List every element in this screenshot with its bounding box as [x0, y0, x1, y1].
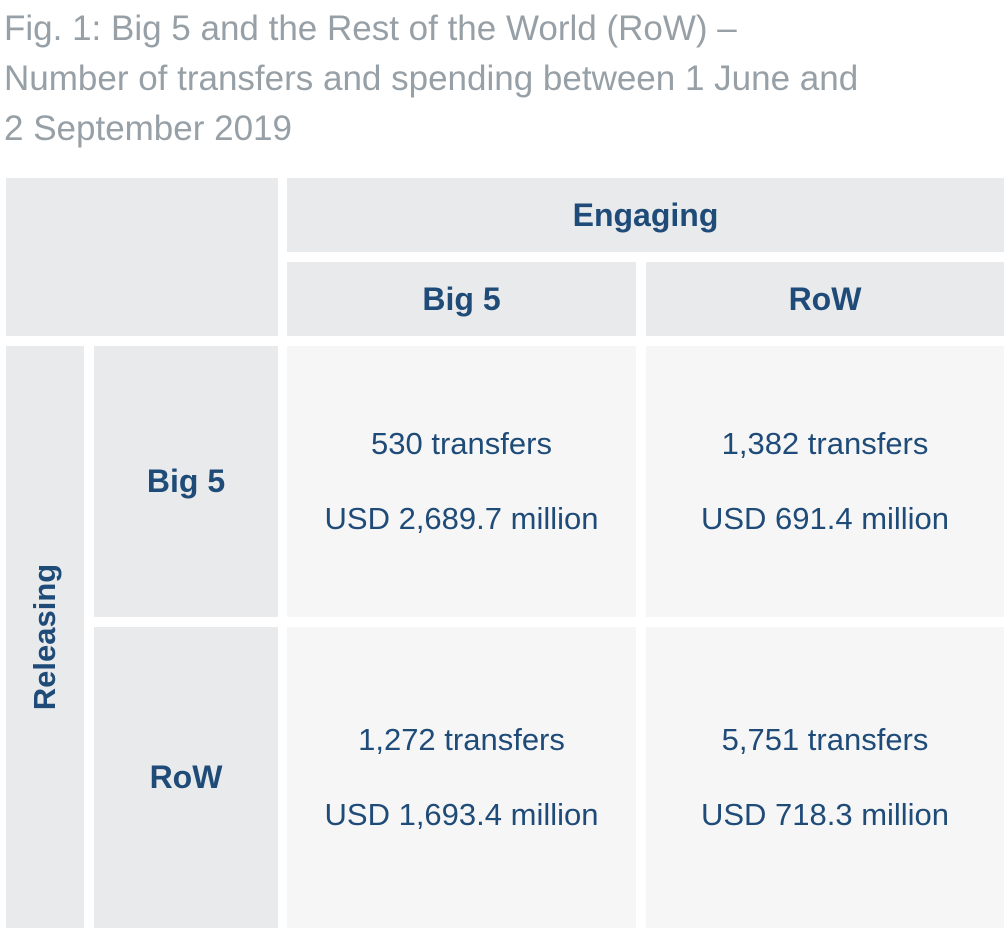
row-group-label: Releasing	[27, 563, 63, 711]
column-header-label: RoW	[788, 280, 862, 317]
column-group-header: Engaging	[287, 178, 1004, 252]
column-header-row: RoW	[646, 262, 1004, 336]
figure-title-line-1: Fig. 1: Big 5 and the Rest of the World …	[4, 9, 737, 48]
spending-amount: USD 1,693.4 million	[324, 797, 599, 832]
transfers-count: 5,751 transfers	[721, 722, 929, 757]
corner-cell	[6, 178, 278, 336]
transfers-count: 1,272 transfers	[358, 722, 565, 757]
table-cell-row-row: 5,751 transfers USD 718.3 million	[646, 627, 1004, 928]
figure-title: Fig. 1: Big 5 and the Rest of the World …	[4, 4, 1004, 154]
row-header-big5: Big 5	[94, 346, 278, 617]
table-cell-big5-row: 1,382 transfers USD 691.4 million	[646, 346, 1004, 617]
spending-amount: USD 691.4 million	[700, 501, 950, 536]
spending-amount: USD 718.3 million	[700, 797, 950, 832]
column-header-label: Big 5	[422, 280, 501, 317]
row-group-header: Releasing	[6, 346, 84, 928]
row-header-row: RoW	[94, 627, 278, 928]
column-header-big5: Big 5	[287, 262, 636, 336]
column-group-label: Engaging	[572, 196, 719, 233]
spending-amount: USD 2,689.7 million	[324, 501, 599, 536]
table-cell-big5-big5: 530 transfers USD 2,689.7 million	[287, 346, 636, 617]
row-header-label: RoW	[149, 759, 223, 795]
table-cell-row-big5: 1,272 transfers USD 1,693.4 million	[287, 627, 636, 928]
row-header-label: Big 5	[146, 463, 226, 499]
transfers-count: 1,382 transfers	[721, 426, 929, 461]
figure-title-line-2: Number of transfers and spending between…	[4, 59, 859, 98]
transfers-count: 530 transfers	[371, 426, 552, 461]
figure-title-line-3: 2 September 2019	[4, 109, 292, 148]
